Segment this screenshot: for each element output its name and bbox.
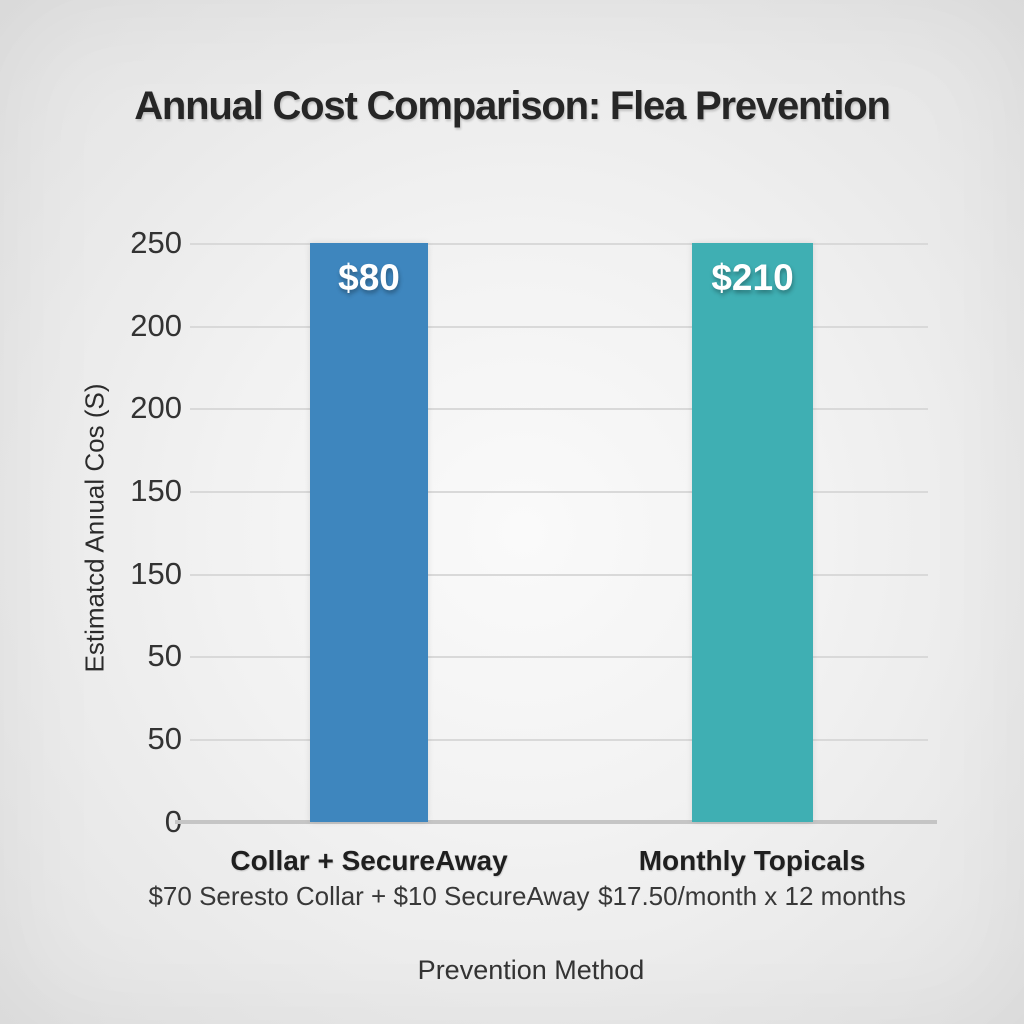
gridline [190,243,928,245]
y-tick-label: 150 [130,473,182,508]
y-tick-label: 150 [130,556,182,591]
gridline [190,408,928,410]
plot-area: $80 $210 [175,243,937,824]
bar-value-label: $80 [338,257,400,298]
x-axis-label: Prevention Method [417,955,645,985]
y-tick-label: 200 [130,390,182,425]
category-title: Monthly Topicals [638,845,866,876]
category-subtitle: $17.50/month x 12 months [598,881,906,911]
y-tick-label: 0 [164,804,182,839]
category-label-group: Monthly Topicals $17.50/month x 12 month… [522,844,982,914]
gridline [190,491,928,493]
gridline [190,574,928,576]
category-subtitle: $70 Seresto Collar + $10 SecureAway [148,881,590,911]
y-tick-label: 250 [130,225,182,260]
y-tick-label: 50 [147,638,182,673]
chart-title: Annual Cost Comparison: Flea Prevention [134,84,891,128]
y-tick-label: 200 [130,308,182,343]
bar-collar-secureaway: $80 [310,243,428,822]
category-label-group: Collar + SecureAway $70 Seresto Collar +… [139,844,599,914]
y-axis-label: Estimatcd Anıual Cos (S) [79,383,110,673]
gridline [190,326,928,328]
y-tick-label: 50 [147,721,182,756]
gridline [190,739,928,741]
x-axis-line [175,820,937,824]
bar-value-label: $210 [711,257,794,298]
bar-monthly-topicals: $210 [692,243,813,822]
gridline [190,656,928,658]
category-title: Collar + SecureAway [230,845,508,876]
